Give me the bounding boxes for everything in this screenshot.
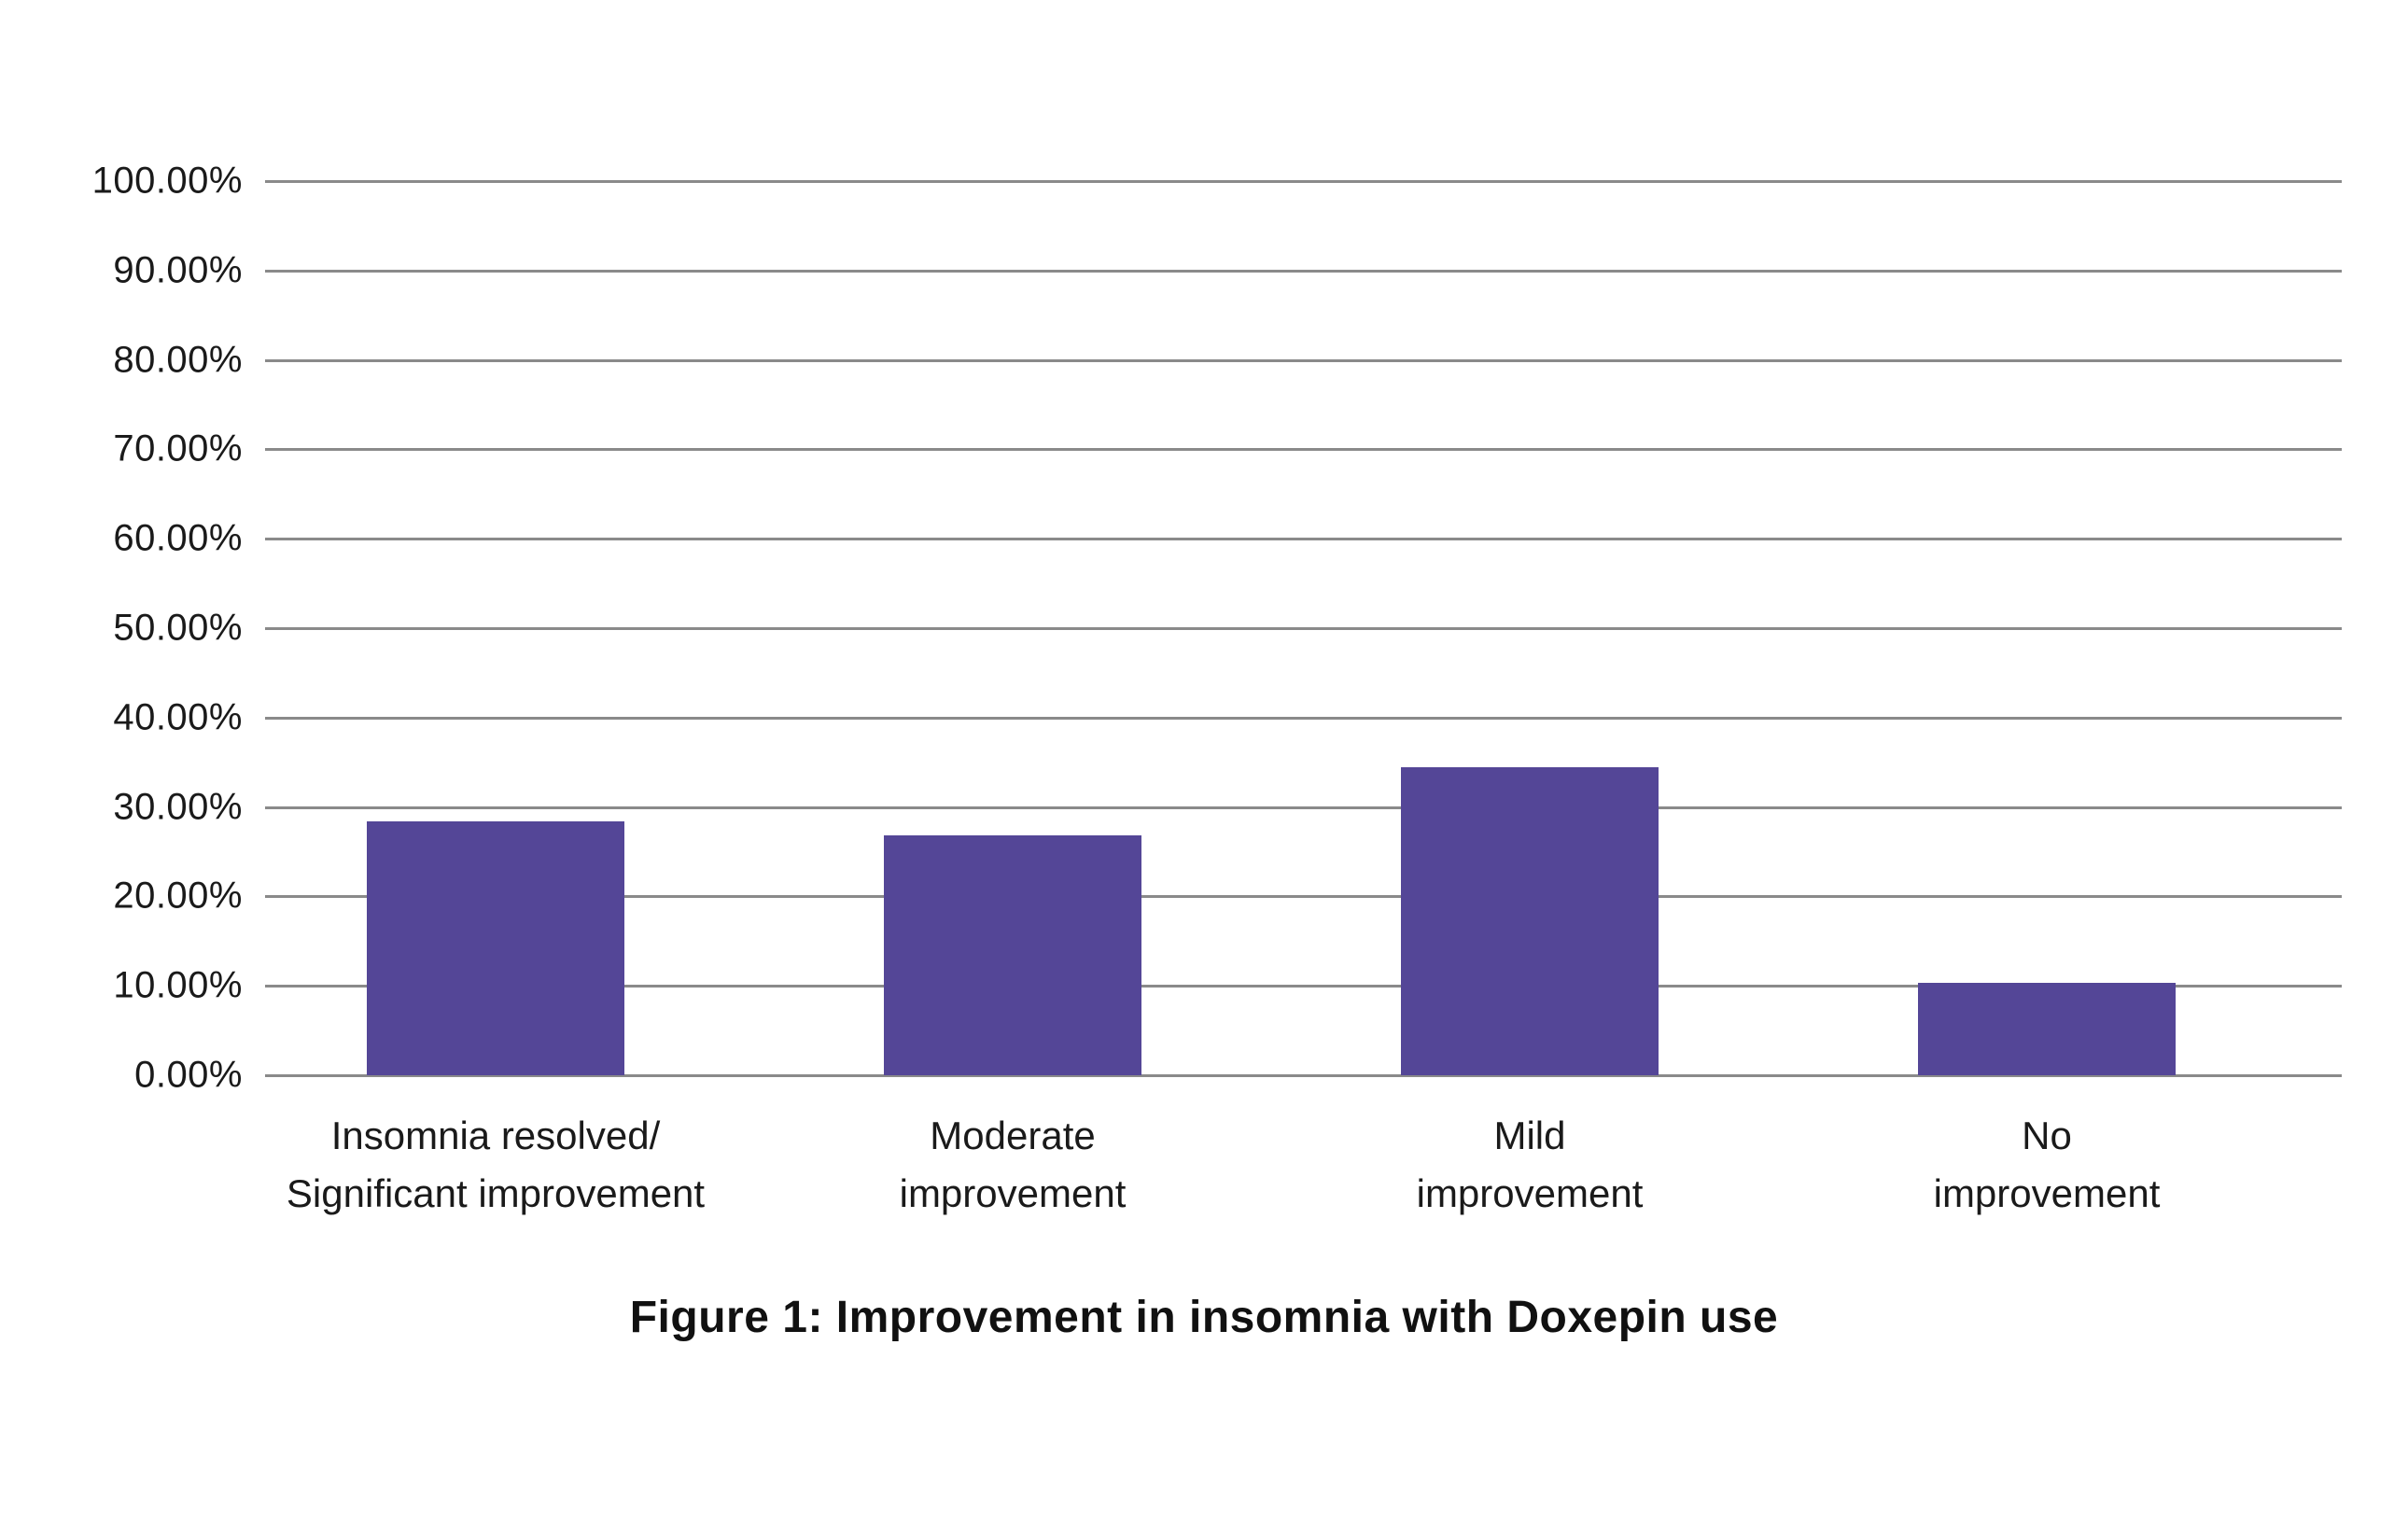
gridline xyxy=(265,269,2342,273)
x-category-label: No improvement xyxy=(1933,1114,2161,1215)
gridline xyxy=(265,358,2342,362)
gridline xyxy=(265,985,2342,988)
x-category-label: Insomnia resolved/ Significant improveme… xyxy=(286,1114,706,1215)
gridline xyxy=(265,895,2342,899)
y-tick-label: 50.00% xyxy=(113,607,243,649)
y-tick-label: 40.00% xyxy=(113,696,243,738)
figure-caption: Figure 1: Improvement in insomnia with D… xyxy=(629,1293,1779,1342)
bar-1 xyxy=(367,820,624,1075)
y-tick-label: 60.00% xyxy=(113,517,243,559)
y-tick-label: 80.00% xyxy=(113,339,243,381)
x-category-label: Mild improvement xyxy=(1416,1114,1644,1215)
gridline xyxy=(265,180,2342,183)
y-tick-label: 70.00% xyxy=(113,427,243,469)
bar-4 xyxy=(1918,983,2176,1075)
gridline xyxy=(265,806,2342,809)
y-tick-label: 0.00% xyxy=(134,1054,243,1096)
y-tick-label: 10.00% xyxy=(113,964,243,1006)
y-tick-label: 100.00% xyxy=(91,160,243,202)
gridline xyxy=(265,448,2342,452)
bar-2 xyxy=(884,835,1141,1075)
gridline xyxy=(265,538,2342,541)
y-axis-tick-labels: 100.00% 90.00% 80.00% 70.00% 60.00% 50.00% 40.… xyxy=(0,161,243,1096)
x-category-label: Moderate improvement xyxy=(899,1114,1127,1215)
y-tick-label: 90.00% xyxy=(113,249,243,291)
gridline xyxy=(265,1074,2342,1077)
bar-3 xyxy=(1401,766,1659,1075)
gridline xyxy=(265,716,2342,720)
y-tick-label: 20.00% xyxy=(113,875,243,917)
plot-area xyxy=(265,180,2342,1077)
gridline xyxy=(265,627,2342,630)
y-tick-label: 30.00% xyxy=(113,786,243,828)
